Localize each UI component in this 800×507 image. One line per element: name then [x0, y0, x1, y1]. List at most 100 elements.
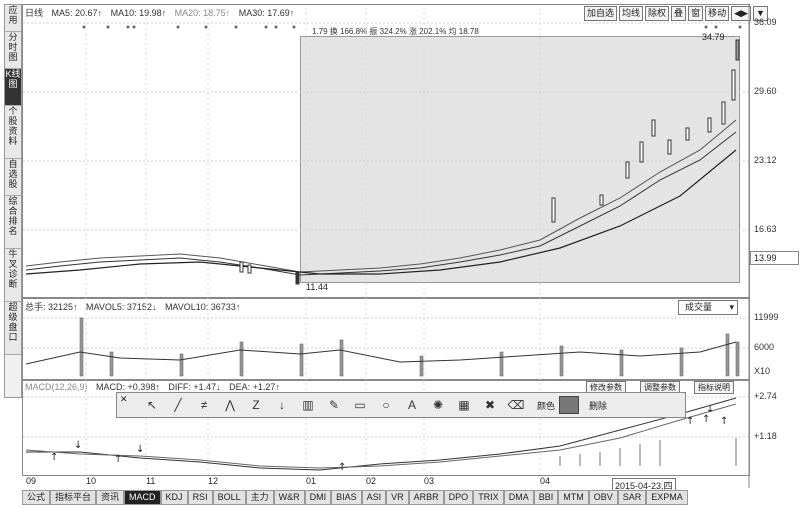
svg-text:↑: ↑	[720, 416, 728, 427]
side-tab-level2[interactable]: 超级盘口	[5, 302, 21, 355]
window-button[interactable]: 窗	[688, 6, 704, 21]
tab-rsi[interactable]: RSI	[187, 490, 213, 505]
kline-toolbar: 加自选 均线 除权 叠 窗 移动 ◀▶ ▼	[584, 6, 768, 21]
macd-header: MACD(12,26,9) MACD: +0.398↑ DIFF: +1.47↓…	[25, 382, 286, 392]
tab-arbr[interactable]: ARBR	[408, 490, 444, 505]
tab-kdj[interactable]: KDJ	[160, 490, 188, 505]
ex-rights-button[interactable]: 除权	[645, 6, 670, 21]
axis-tick: 36.09	[754, 17, 777, 27]
pointer-tool-icon[interactable]: ↖	[146, 398, 158, 412]
chevron-down-icon[interactable]: ▼	[752, 6, 768, 21]
diff-value-label: DIFF: +1.47↓	[168, 382, 221, 392]
fork-tool-icon[interactable]: ⋀	[225, 398, 235, 412]
tab-dpo[interactable]: DPO	[443, 490, 474, 505]
tab-boll[interactable]: BOLL	[212, 490, 246, 505]
tab-trix[interactable]: TRIX	[473, 490, 504, 505]
svg-text:↓: ↓	[706, 404, 714, 415]
tab-dma[interactable]: DMA	[503, 490, 534, 505]
axis-tick: 29.60	[754, 86, 777, 96]
side-tab-diagnosis[interactable]: 牛叉诊断	[5, 249, 21, 302]
volume-total-label: 总手: 32125↑	[25, 302, 78, 312]
tab-dmi[interactable]: DMI	[304, 490, 332, 505]
ma5-label: MA5: 20.67↑	[51, 8, 103, 18]
close-icon[interactable]: ✕	[120, 394, 128, 404]
move-button[interactable]: 移动	[705, 6, 730, 21]
ma10-label: MA10: 19.98↑	[110, 8, 167, 18]
tab-obv[interactable]: OBV	[588, 490, 618, 505]
pan-arrows-icon[interactable]: ◀▶	[731, 6, 751, 21]
side-tab-apps[interactable]: 应用	[5, 5, 21, 32]
delete-button[interactable]: 删除	[589, 400, 608, 411]
tab--[interactable]: 指标平台	[50, 490, 97, 505]
price-axis: 36.09 29.60 23.12 16.63 13.99 11999 6000…	[750, 0, 799, 490]
svg-text:↑: ↑	[686, 416, 694, 427]
tab-expma[interactable]: EXPMA	[646, 490, 688, 505]
tab-vr[interactable]: VR	[386, 490, 409, 505]
axis-tick: +1.18	[754, 431, 777, 441]
volume-unit-label: X10	[754, 366, 771, 376]
line-tool-icon[interactable]: ╱	[174, 398, 182, 412]
color-label: 颜色	[537, 400, 556, 411]
axis-tick: 23.12	[754, 155, 777, 165]
add-watchlist-button[interactable]: 加自选	[584, 6, 618, 21]
parallel-tool-icon[interactable]: Z	[252, 398, 260, 412]
time-tick: 10	[86, 476, 97, 486]
side-tab-intraday[interactable]: 分时图	[5, 32, 21, 69]
circle-tool-icon[interactable]: ○	[382, 398, 390, 412]
low-price-label: 11.44	[306, 282, 328, 292]
ma20-label: MA20: 18.75↑	[174, 8, 231, 18]
macd-value-label: MACD: +0.398↑	[96, 382, 160, 392]
overlay-button[interactable]: 叠	[671, 6, 687, 21]
dea-value-label: DEA: +1.27↑	[229, 382, 280, 392]
eraser-tool-icon[interactable]: ⌫	[507, 398, 525, 412]
grid-tool-icon[interactable]: ▦	[458, 398, 470, 412]
rect-tool-icon[interactable]: ▭	[354, 398, 366, 412]
tab-asi[interactable]: ASI	[361, 490, 387, 505]
arrow-down-tool-icon[interactable]: ↓	[279, 398, 285, 412]
tab-bias[interactable]: BIAS	[331, 490, 362, 505]
mavol5-label: MAVOL5: 37152↓	[86, 302, 157, 312]
time-tick: 02	[366, 476, 377, 486]
text-tool-icon[interactable]: A	[407, 398, 416, 412]
ma-button[interactable]: 均线	[619, 6, 644, 21]
svg-text:↑: ↑	[114, 454, 122, 465]
indicator-help-button[interactable]: 指标说明	[694, 381, 734, 394]
color-swatch[interactable]	[559, 396, 580, 414]
time-tick: 01	[306, 476, 317, 486]
bars-tool-icon[interactable]: ▥	[302, 398, 314, 412]
cross-tool-icon[interactable]: ✖	[484, 398, 496, 412]
zoom-selection-area[interactable]	[300, 36, 740, 283]
multi-line-tool-icon[interactable]: ≠	[200, 398, 208, 412]
tab-w-r[interactable]: W&R	[273, 490, 305, 505]
tab-sar[interactable]: SAR	[617, 490, 647, 505]
indicator-select-value: 成交量	[685, 302, 713, 312]
indicator-select[interactable]: 成交量 ▾	[678, 300, 738, 315]
mavol10-label: MAVOL10: 36733↑	[164, 302, 241, 312]
svg-text:↑: ↑	[50, 452, 58, 463]
svg-text:↑: ↑	[338, 462, 346, 473]
svg-text:↑: ↑	[702, 414, 710, 425]
tab--[interactable]: 资讯	[96, 490, 125, 505]
side-tab-kline[interactable]: K线图	[5, 69, 21, 106]
tab--[interactable]: 主力	[245, 490, 274, 505]
side-tab-watchlist[interactable]: 自选股	[5, 159, 21, 196]
drawing-toolbar: ✕ ↖ ╱ ≠ ⋀ Z ↓ ▥ ✎ ▭ ○ A ✺ ▦ ✖ ⌫ 颜色 删除	[116, 392, 686, 418]
tab-mtm[interactable]: MTM	[558, 490, 589, 505]
axis-tick: 11999	[754, 312, 779, 322]
time-tick: 11	[146, 476, 156, 486]
pencil-tool-icon[interactable]: ✎	[328, 398, 340, 412]
time-axis: 09 10 11 12 01 02 03 04	[22, 476, 748, 488]
kline-header: 日线 MA5: 20.67↑ MA10: 19.98↑ MA20: 18.75↑…	[25, 6, 300, 19]
side-tab-ranking[interactable]: 综合排名	[5, 196, 21, 249]
tab-macd[interactable]: MACD	[124, 490, 161, 505]
tab-bbi[interactable]: BBI	[533, 490, 559, 505]
side-tab-stock-info[interactable]: 个股资料	[5, 106, 21, 159]
gear-icon[interactable]: ✺	[432, 398, 444, 412]
time-tick: 03	[424, 476, 435, 486]
tab--[interactable]: 公式	[22, 490, 51, 505]
macd-params-label: MACD(12,26,9)	[25, 382, 88, 392]
volume-pane[interactable]: 总手: 32125↑ MAVOL5: 37152↓ MAVOL10: 36733…	[22, 298, 750, 380]
axis-tick: 16.63	[754, 224, 777, 234]
